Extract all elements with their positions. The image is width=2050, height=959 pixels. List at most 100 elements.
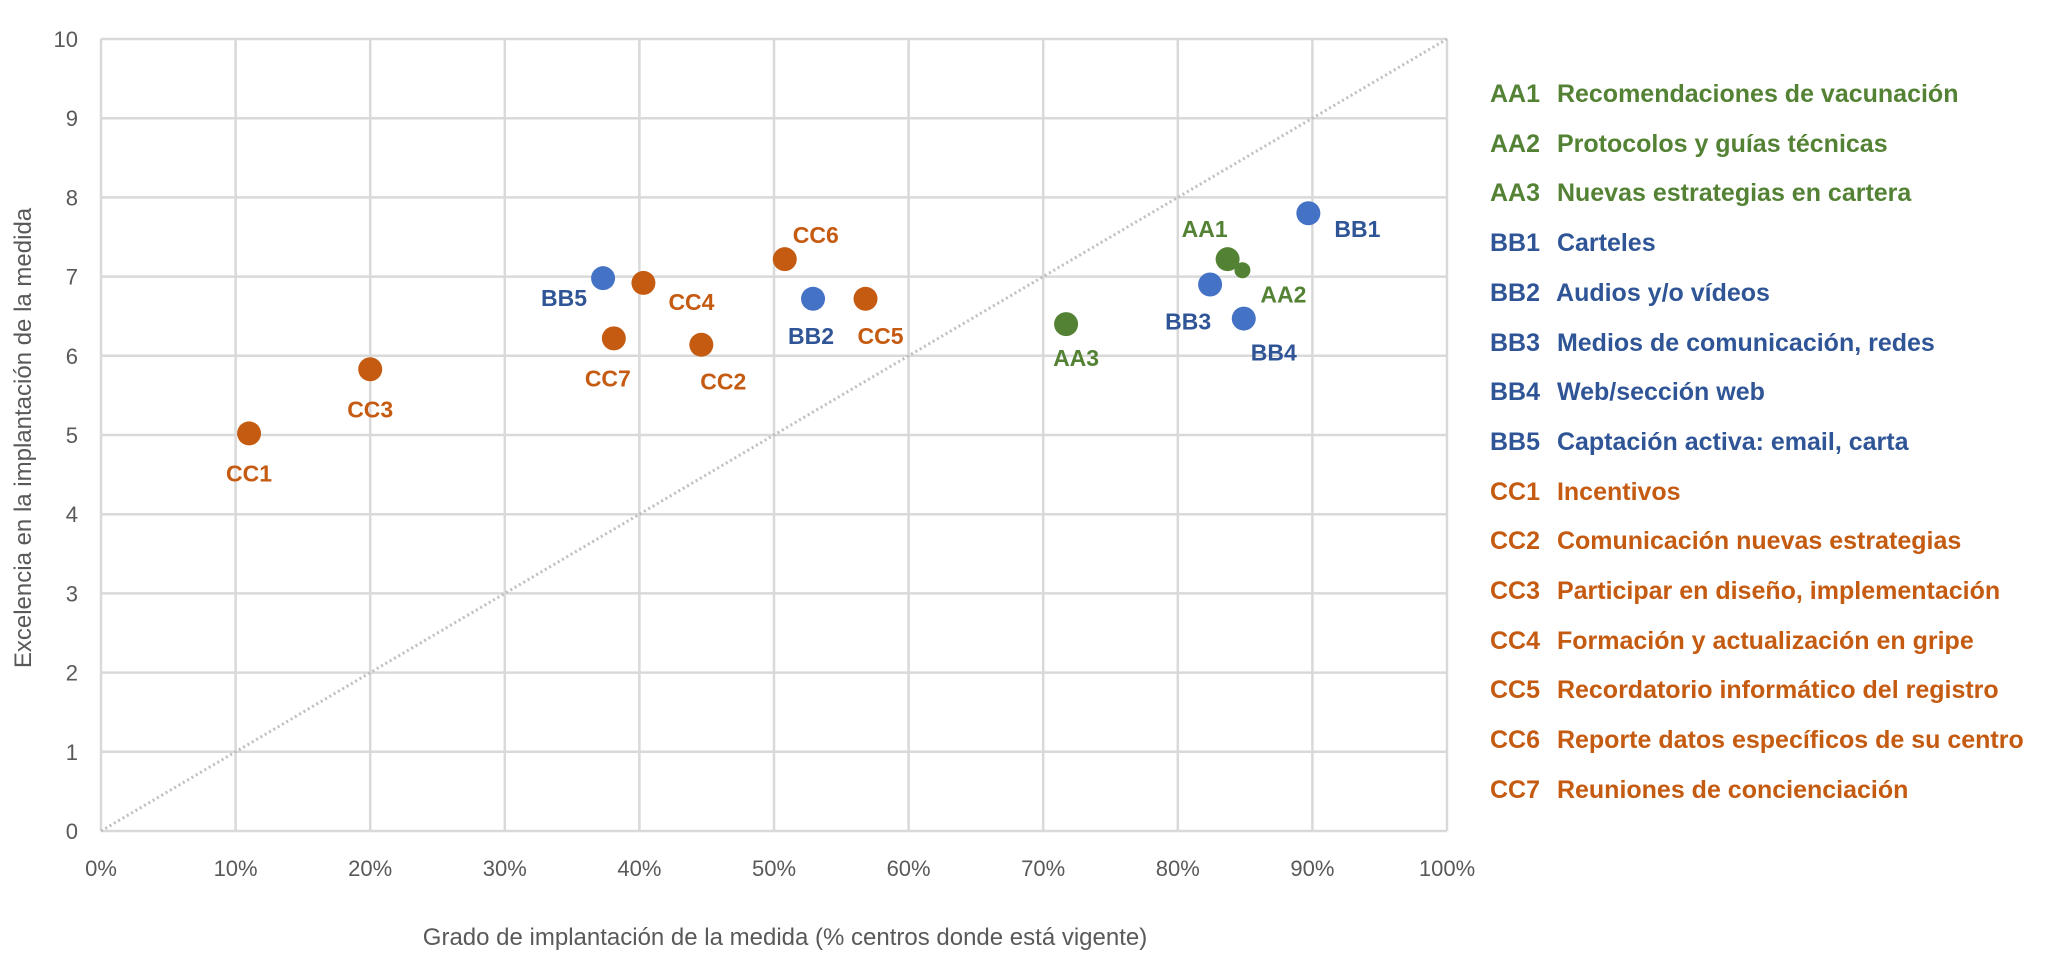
x-axis-title: Grado de implantación de la medida (% ce… <box>423 924 1147 951</box>
data-point-aa2 <box>1234 262 1251 279</box>
legend-item-cc5: CC5 Recordatorio informático del registr… <box>1490 675 1999 705</box>
legend-code: CC2 <box>1490 527 1541 556</box>
data-points: AA1 AA2 AA3 BB1 BB2 BB3 BB4 BB5 CC1 CC2 CC3 CC4 CC5 C… <box>226 201 1381 486</box>
data-label-bb2: BB2 <box>788 323 834 349</box>
legend-code: AA2 <box>1490 129 1541 158</box>
legend-item-aa2: AA2 Protocolos y guías técnicas <box>1490 129 1888 159</box>
legend-label: Reuniones de concienciación <box>1550 775 1909 804</box>
data-label-cc3: CC3 <box>347 396 393 422</box>
legend-label: Web/sección web <box>1550 378 1765 407</box>
legend-label: Recomendaciones de vacunación <box>1550 80 1959 108</box>
data-point-cc2 <box>689 332 714 357</box>
legend-item-cc1: CC1 Incentivos <box>1490 477 1681 507</box>
legend-label: Audios y/o vídeos <box>1550 278 1770 307</box>
legend-code: BB4 <box>1490 378 1541 407</box>
data-point-aa1 <box>1215 247 1240 272</box>
legend-code: BB2 <box>1490 278 1541 307</box>
x-tick-label: 30% <box>483 856 527 881</box>
legend-label: Formación y actualización en gripe <box>1550 626 1974 655</box>
data-point-cc1 <box>237 421 262 446</box>
y-axis-title: Excelencia en la implantación de la medi… <box>10 207 37 668</box>
legend-item-aa1: AA1 Recomendaciones de vacunación <box>1490 79 1958 109</box>
legend-label: Carteles <box>1550 229 1656 258</box>
legend-item-cc6: CC6 Reporte datos específicos de su cent… <box>1490 725 2024 755</box>
data-label-cc1: CC1 <box>226 460 272 486</box>
data-label-bb1: BB1 <box>1334 216 1380 242</box>
legend-code: AA1 <box>1490 80 1541 108</box>
data-point-cc6 <box>772 247 797 272</box>
data-point-bb4 <box>1231 306 1256 331</box>
y-tick-label: 3 <box>66 581 78 606</box>
legend-item-bb2: BB2 Audios y/o vídeos <box>1490 278 1770 308</box>
legend-code: CC5 <box>1490 676 1541 705</box>
legend-code: BB1 <box>1490 229 1541 258</box>
data-label-bb3: BB3 <box>1165 309 1211 335</box>
legend-code: CC7 <box>1490 775 1541 804</box>
reference-diagonal-line <box>100 37 1448 833</box>
y-tick-label: 4 <box>66 502 78 527</box>
legend-item-bb5: BB5 Captación activa: email, carta <box>1490 427 1908 457</box>
grid <box>99 37 1449 833</box>
y-tick-label: 0 <box>66 819 78 844</box>
data-label-aa1: AA1 <box>1182 216 1228 242</box>
x-tick-label: 40% <box>617 856 661 881</box>
data-point-cc3 <box>358 357 383 382</box>
legend-label: Protocolos y guías técnicas <box>1550 129 1888 158</box>
y-tick-label: 9 <box>66 106 78 131</box>
legend-label: Reporte datos específicos de su centro <box>1550 726 2024 755</box>
data-point-bb1 <box>1296 201 1321 226</box>
legend-label: Nuevas estrategias en cartera <box>1550 179 1912 208</box>
legend-item-aa3: AA3 Nuevas estrategias en cartera <box>1490 178 1911 208</box>
legend-code: CC3 <box>1490 577 1541 605</box>
data-point-cc5 <box>853 286 878 311</box>
legend-item-bb3: BB3 Medios de comunicación, redes <box>1490 328 1935 358</box>
x-tick-label: 90% <box>1290 856 1334 881</box>
x-tick-label: 100% <box>1419 856 1475 881</box>
y-tick-label: 10 <box>54 27 78 52</box>
legend-item-bb1: BB1 Carteles <box>1490 228 1656 258</box>
legend-label: Comunicación nuevas estrategias <box>1550 527 1962 556</box>
data-label-cc6: CC6 <box>793 222 839 248</box>
legend-item-cc2: CC2 Comunicación nuevas estrategias <box>1490 526 1961 556</box>
legend-label: Medios de comunicación, redes <box>1550 328 1935 357</box>
legend-item-bb4: BB4 Web/sección web <box>1490 377 1765 407</box>
y-tick-label: 1 <box>66 740 78 765</box>
data-label-cc4: CC4 <box>668 289 714 315</box>
y-tick-label: 7 <box>66 265 78 290</box>
legend-item-cc4: CC4 Formación y actualización en gripe <box>1490 626 1974 656</box>
y-tick-label: 8 <box>66 185 78 210</box>
x-tick-label: 80% <box>1156 856 1200 881</box>
y-tick-label: 5 <box>66 423 78 448</box>
data-label-cc5: CC5 <box>858 323 904 349</box>
legend-code: BB5 <box>1490 427 1541 456</box>
data-label-bb5: BB5 <box>541 285 587 311</box>
data-point-cc4 <box>631 270 656 295</box>
data-label-bb4: BB4 <box>1251 340 1297 366</box>
data-point-aa3 <box>1054 312 1079 337</box>
data-point-cc7 <box>601 326 626 351</box>
legend-item-cc3: CC3 Participar en diseño, implementación <box>1490 576 2000 606</box>
legend-code: CC1 <box>1490 477 1541 506</box>
x-tick-label: 20% <box>348 856 392 881</box>
x-tick-label: 0% <box>85 856 117 881</box>
legend-item-cc7: CC7 Reuniones de concienciación <box>1490 775 1908 805</box>
legend-code: CC6 <box>1490 726 1541 755</box>
legend-code: CC4 <box>1490 626 1541 655</box>
legend-label: Recordatorio informático del registro <box>1550 676 1999 705</box>
x-tick-label: 70% <box>1021 856 1065 881</box>
legend-code: BB3 <box>1490 328 1541 357</box>
x-tick-label: 60% <box>887 856 931 881</box>
data-point-bb2 <box>801 286 826 311</box>
x-tick-label: 10% <box>214 856 258 881</box>
tick-labels: 0% 10% 20% 30% 40% 50% 60% 70% 80% 90% 100% 0 1 2 3 4 5 6… <box>54 27 1476 881</box>
legend-code: AA3 <box>1490 179 1541 208</box>
data-label-aa2: AA2 <box>1260 281 1306 307</box>
legend-label: Captación activa: email, carta <box>1550 427 1909 456</box>
legend-label: Participar en diseño, implementación <box>1550 577 2001 605</box>
data-label-cc7: CC7 <box>585 365 631 391</box>
y-tick-label: 2 <box>66 661 78 686</box>
data-point-bb3 <box>1198 272 1223 297</box>
y-tick-label: 6 <box>66 344 78 369</box>
x-tick-label: 50% <box>752 856 796 881</box>
data-label-cc2: CC2 <box>700 369 746 395</box>
